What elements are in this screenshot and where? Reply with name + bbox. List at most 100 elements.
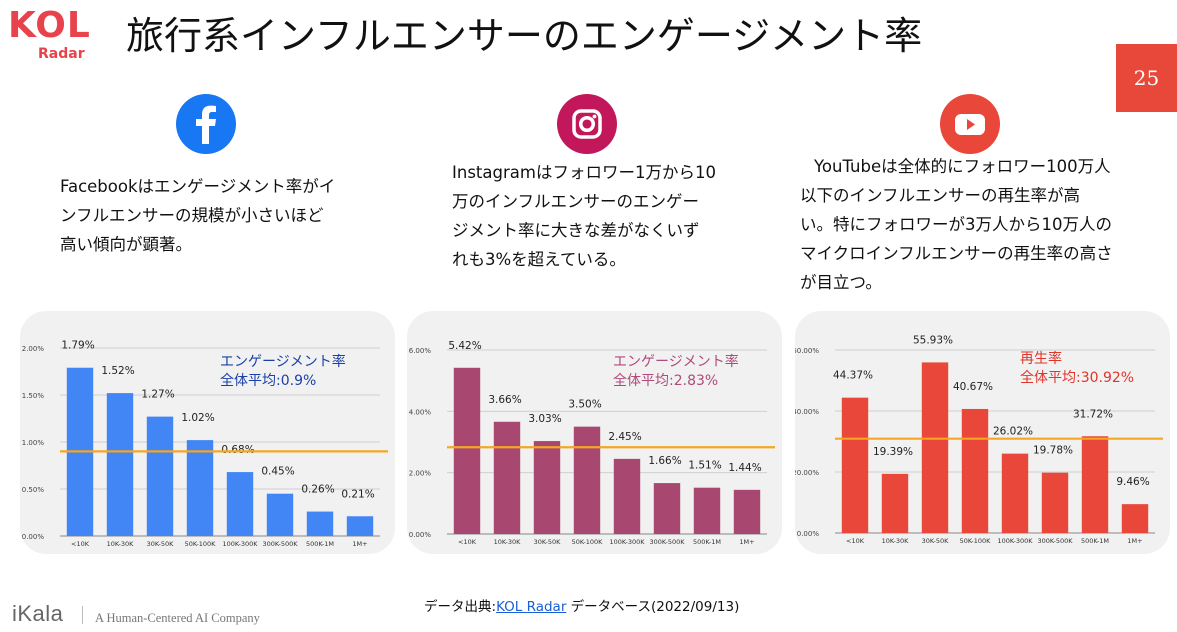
data-label: 0.26% <box>301 484 334 496</box>
bar <box>306 511 334 536</box>
bar <box>693 487 721 534</box>
data-label: 1.66% <box>648 455 681 467</box>
page-title: 旅行系インフルエンサーのエンゲージメント率 <box>126 14 923 58</box>
bar <box>841 397 869 533</box>
data-label: 1.44% <box>728 462 761 474</box>
desc-line: れも3%を超えている。 <box>452 250 626 269</box>
data-label: 0.45% <box>261 466 294 478</box>
x-tick-label: <10K <box>846 537 865 545</box>
desc-line: い。特にフォロワーが3万人から10万人の <box>800 215 1112 234</box>
footer-divider <box>82 606 83 624</box>
bar <box>1001 453 1029 533</box>
youtube-description: YouTubeは全体的にフォロワー100万人 以下のインフルエンサーの再生率が高… <box>800 152 1113 297</box>
bar <box>961 408 989 533</box>
y-tick-label: 2.00% <box>22 345 45 353</box>
data-label: 1.79% <box>61 340 94 352</box>
source-suffix: データベース(2022/09/13) <box>566 599 740 615</box>
data-label: 1.52% <box>101 365 134 377</box>
desc-line: ンフルエンサーの規模が小さいほど <box>60 206 324 225</box>
x-tick-label: 10K-30K <box>107 540 134 548</box>
kol-radar-link[interactable]: KOL Radar <box>496 599 567 615</box>
instagram-description: Instagramはフォロワー1万から10 万のインフルエンサーのエンゲー ジメ… <box>452 158 716 274</box>
x-tick-label: 500K-1M <box>306 540 334 548</box>
data-label: 3.66% <box>488 394 521 406</box>
y-tick-label: 0.00% <box>409 531 432 539</box>
facebook-engagement-chart: 0.00% 0.50% 1.00% 1.50% 2.00% 1.79% <10K 1.52% 1… <box>22 340 388 548</box>
bar <box>146 416 174 536</box>
desc-line: Facebookはエンゲージメント率がイ <box>60 177 336 196</box>
ikala-tagline: A Human-Centered AI Company <box>95 611 260 625</box>
average-annotation: エンゲージメント率 <box>613 353 739 370</box>
data-label: 3.50% <box>568 399 601 411</box>
x-tick-label: 1M+ <box>352 540 367 548</box>
bar <box>1041 472 1069 533</box>
desc-line: Instagramはフォロワー1万から10 <box>452 163 716 182</box>
desc-line: 高い傾向が顕著。 <box>60 235 192 254</box>
average-annotation: 全体平均:30.92% <box>1020 369 1134 386</box>
y-tick-label: 0.00% <box>22 533 45 541</box>
logo-subtext: Radar <box>38 46 85 62</box>
bar <box>266 493 294 536</box>
page-number: 25 <box>1116 44 1177 112</box>
desc-line: ジメント率に大きな差がなくいず <box>452 221 700 240</box>
desc-line: マイクロインフルエンサーの再生率の高さ <box>800 244 1113 263</box>
x-tick-label: 100K-300K <box>222 540 258 548</box>
kol-radar-logo: KOL Radar <box>8 6 108 66</box>
x-tick-label: 50K-100K <box>185 540 217 548</box>
data-label: 9.46% <box>1116 476 1149 488</box>
bar <box>613 458 641 534</box>
x-tick-label: <10K <box>458 538 477 546</box>
y-tick-label: 4.00% <box>409 408 432 416</box>
data-label: 2.45% <box>608 431 641 443</box>
bar <box>493 421 521 534</box>
y-tick-label: 40.00% <box>795 408 819 416</box>
data-label: 55.93% <box>913 334 953 346</box>
y-tick-label: 0.50% <box>22 486 45 494</box>
instagram-engagement-chart: 0.00% 2.00% 4.00% 6.00% 5.42% <10K 3.66% 10K-30… <box>409 340 775 546</box>
bar <box>881 473 909 533</box>
data-label: 1.51% <box>688 460 721 472</box>
data-label: 19.78% <box>1033 445 1073 457</box>
youtube-icon <box>940 94 1000 154</box>
data-label: 0.21% <box>341 488 374 500</box>
bar <box>1121 504 1149 533</box>
bar <box>533 441 561 534</box>
average-annotation: 全体平均:2.83% <box>613 372 718 389</box>
bar <box>1081 436 1109 533</box>
x-tick-label: 1M+ <box>739 538 754 546</box>
data-label: 19.39% <box>873 446 913 458</box>
y-tick-label: 2.00% <box>409 470 432 478</box>
facebook-icon <box>176 94 236 154</box>
source-prefix: データ出典: <box>424 599 497 615</box>
youtube-view-rate-chart: 0.00% 20.00% 40.00% 60.00% 44.37% <10K 19.39% 1… <box>795 334 1163 545</box>
x-tick-label: 30K-50K <box>534 538 561 546</box>
y-tick-label: 1.00% <box>22 439 45 447</box>
data-label: 44.37% <box>833 370 873 382</box>
average-annotation: 再生率 <box>1020 350 1062 367</box>
youtube-chart-panel: 0.00% 20.00% 40.00% 60.00% 44.37% <10K 19.39% 1… <box>795 311 1170 554</box>
facebook-description: Facebookはエンゲージメント率がイ ンフルエンサーの規模が小さいほど 高い… <box>60 172 335 259</box>
x-tick-label: 500K-1M <box>693 538 721 546</box>
x-tick-label: 50K-100K <box>960 537 992 545</box>
bar <box>733 489 761 534</box>
x-tick-label: 30K-50K <box>147 540 174 548</box>
bar <box>186 440 214 536</box>
x-tick-label: 10K-30K <box>882 537 909 545</box>
data-label: 1.27% <box>141 389 174 401</box>
data-label: 1.02% <box>181 412 214 424</box>
logo-text: KOL <box>8 5 91 46</box>
data-label: 40.67% <box>953 381 993 393</box>
x-tick-label: 300K-500K <box>649 538 685 546</box>
data-label: 5.42% <box>448 340 481 352</box>
bar <box>453 367 481 534</box>
facebook-chart-panel: 0.00% 0.50% 1.00% 1.50% 2.00% 1.79% <10K 1.52% 1… <box>20 311 395 554</box>
data-label: 3.03% <box>528 413 561 425</box>
x-tick-label: 50K-100K <box>572 538 604 546</box>
x-tick-label: 1M+ <box>1127 537 1142 545</box>
data-label: 31.72% <box>1073 408 1113 420</box>
x-tick-label: 100K-300K <box>609 538 645 546</box>
x-tick-label: <10K <box>71 540 90 548</box>
y-tick-label: 1.50% <box>22 392 45 400</box>
data-source: データ出典:KOL Radar データベース(2022/09/13) <box>424 595 739 615</box>
x-tick-label: 100K-300K <box>997 537 1033 545</box>
